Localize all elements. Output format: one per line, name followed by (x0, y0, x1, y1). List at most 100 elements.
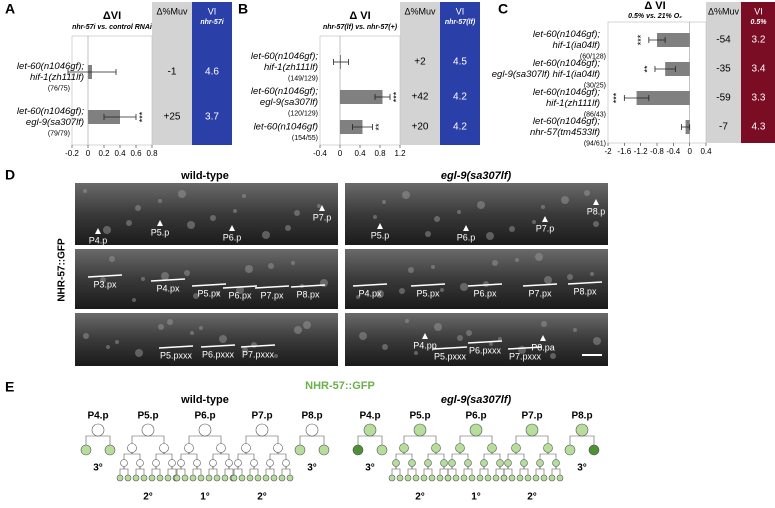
gfp-spot (486, 232, 494, 240)
chart-subtitle: 0.5% vs. 21% O₂ (628, 13, 682, 20)
category-label: let-60(n1046gf); (251, 86, 318, 97)
cell-label: P6.pxxx (202, 349, 235, 359)
cell-label: P8.pa (531, 342, 555, 352)
lineage-cell (525, 423, 539, 437)
x-tick-label: 0.6 (130, 149, 142, 158)
lineage-cell (455, 443, 465, 453)
gfp-spot (489, 342, 493, 346)
lineage-cell (241, 443, 251, 453)
gfp-spot (132, 298, 136, 302)
lineage-cell (164, 474, 172, 482)
table-column (741, 2, 775, 143)
gfp-spot (402, 191, 410, 199)
gfp-spot (158, 324, 164, 330)
table-subheader: nhr-57i (200, 19, 224, 26)
lineage-cell (464, 459, 472, 467)
table-cell: 4.3 (752, 122, 766, 133)
cell-line (567, 281, 603, 285)
lineage-cell (480, 459, 488, 467)
count-label: (86/43) (584, 111, 606, 118)
gfp-spot (535, 253, 543, 261)
gfp-spot (561, 196, 569, 204)
lineage-cell (536, 459, 544, 467)
table-subheader: nhr-57(lf) (445, 19, 476, 26)
stain-label: NHR-57::GFP (57, 238, 68, 302)
cell-label: P4.px (358, 288, 382, 298)
lineage-cell (181, 474, 189, 482)
error-bar (67, 69, 117, 75)
micrograph (345, 183, 608, 245)
error-bar (103, 114, 137, 120)
lineage-cell (198, 423, 212, 437)
fate-label: 3° (365, 463, 375, 474)
category-label: hif-1(zh111lf) (30, 72, 84, 83)
lineage-cell (286, 474, 294, 482)
arrowhead (422, 333, 428, 339)
gfp-spot (274, 354, 278, 358)
bar (340, 120, 363, 134)
chart-title: ΔVI (103, 10, 121, 22)
cell-line (222, 285, 258, 289)
lineage-cell (460, 474, 468, 482)
lineage-cell (238, 474, 246, 482)
gfp-spot (550, 353, 556, 359)
category-label: let-60(n1046gf); (533, 116, 600, 127)
chart-title: Δ VI (644, 0, 665, 12)
gfp-spot (590, 272, 594, 276)
lineage-cell (270, 474, 278, 482)
cell-label: P8.px (573, 286, 597, 296)
lineage-cell (184, 443, 194, 453)
lineage-cell (496, 459, 504, 467)
cell-name: P6.p (194, 411, 215, 422)
gfp-spot (236, 286, 244, 294)
error-bar (648, 37, 666, 43)
fate-label: 2° (257, 492, 267, 503)
lineage-cell (266, 459, 274, 467)
gfp-spot (532, 220, 536, 224)
chart-subtitle: nhr-57i vs. control RNAi (72, 24, 153, 31)
gfp-spot (434, 216, 440, 222)
x-tick-label: -0.4 (313, 149, 327, 158)
gfp-spot (593, 337, 601, 345)
fate-label: 3° (577, 463, 587, 474)
significance: *** (137, 111, 147, 122)
x-tick-label: 0.2 (98, 149, 110, 158)
gfp-spot (106, 345, 110, 349)
lineage-cell (318, 444, 330, 456)
table-column (706, 2, 741, 143)
cell-label: P6.px (473, 288, 497, 298)
cell-label: P4.p (89, 235, 108, 245)
gfp-spot (83, 189, 87, 193)
error-bar (333, 59, 349, 65)
lineage-cell (543, 443, 553, 453)
table-header: Δ%Muv (404, 6, 436, 16)
table-cell: 4.2 (453, 122, 467, 133)
fate-label: 2° (415, 492, 425, 503)
gfp-spot (414, 351, 418, 355)
error-bar (374, 94, 391, 100)
lineage-cell (132, 474, 140, 482)
chart-title: Δ VI (349, 10, 370, 22)
gfp-spot (285, 225, 291, 231)
gfp-spot (158, 199, 162, 203)
category-label: let-60(n1046gf); (251, 51, 318, 62)
gfp-spot (242, 347, 248, 353)
lineage-cell (448, 459, 456, 467)
table-cell: +42 (412, 92, 429, 103)
lineage-cell (294, 444, 306, 456)
lineage-cell (193, 459, 201, 467)
plot-frame (71, 35, 153, 146)
cell-name: P5.p (409, 411, 430, 422)
cell-label: P7.px (528, 288, 552, 298)
lineage-cell (221, 474, 229, 482)
count-label: (30/25) (584, 82, 606, 89)
fate-label: 1° (200, 492, 210, 503)
significance: *** (636, 34, 646, 45)
lineage-cell (412, 474, 420, 482)
table-header: Δ%Muv (156, 6, 188, 16)
cell-line (150, 278, 186, 282)
lineage-cell (508, 474, 516, 482)
lineage-cell (225, 459, 233, 467)
significance: ** (642, 65, 652, 73)
cell-line (410, 283, 446, 287)
